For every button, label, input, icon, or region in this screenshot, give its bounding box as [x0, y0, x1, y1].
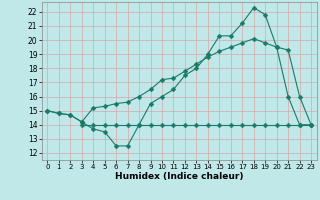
- X-axis label: Humidex (Indice chaleur): Humidex (Indice chaleur): [115, 172, 244, 181]
